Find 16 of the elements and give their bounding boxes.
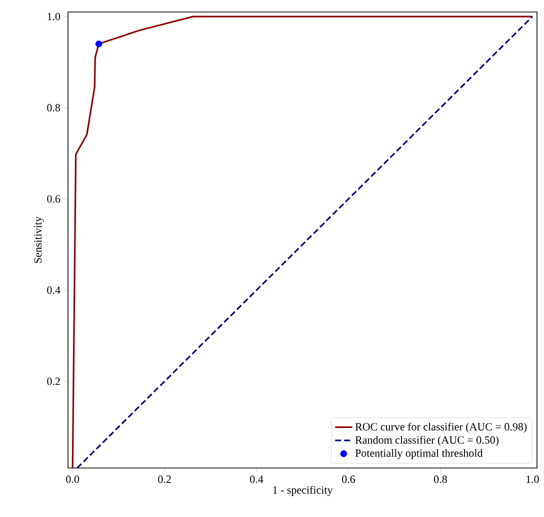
x-tick-label: 0.0 bbox=[66, 476, 80, 483]
x-tick-label: 0.4 bbox=[250, 476, 264, 483]
y-tick-label: 0.8 bbox=[47, 104, 60, 112]
y-axis-title: Sensitivity bbox=[34, 216, 44, 263]
x-tick-label: 0.6 bbox=[342, 476, 356, 483]
x-tick-label: 1.0 bbox=[526, 476, 539, 483]
legend-label: Random classifier (AUC = 0.50) bbox=[355, 436, 499, 446]
x-tick-label: 0.8 bbox=[434, 476, 447, 483]
x-axis-title: 1 - specificity bbox=[273, 486, 333, 496]
x-tick-label: 0.2 bbox=[158, 476, 171, 483]
y-tick-label: 0.6 bbox=[47, 195, 60, 203]
y-tick-label: 0.2 bbox=[47, 378, 60, 386]
y-tick-label: 0.4 bbox=[47, 286, 60, 294]
legend-label: Potentially optimal threshold bbox=[355, 449, 483, 460]
legend-label: ROC curve for classifier (AUC = 0.98) bbox=[355, 422, 527, 433]
y-tick-label: 1.0 bbox=[48, 12, 60, 20]
